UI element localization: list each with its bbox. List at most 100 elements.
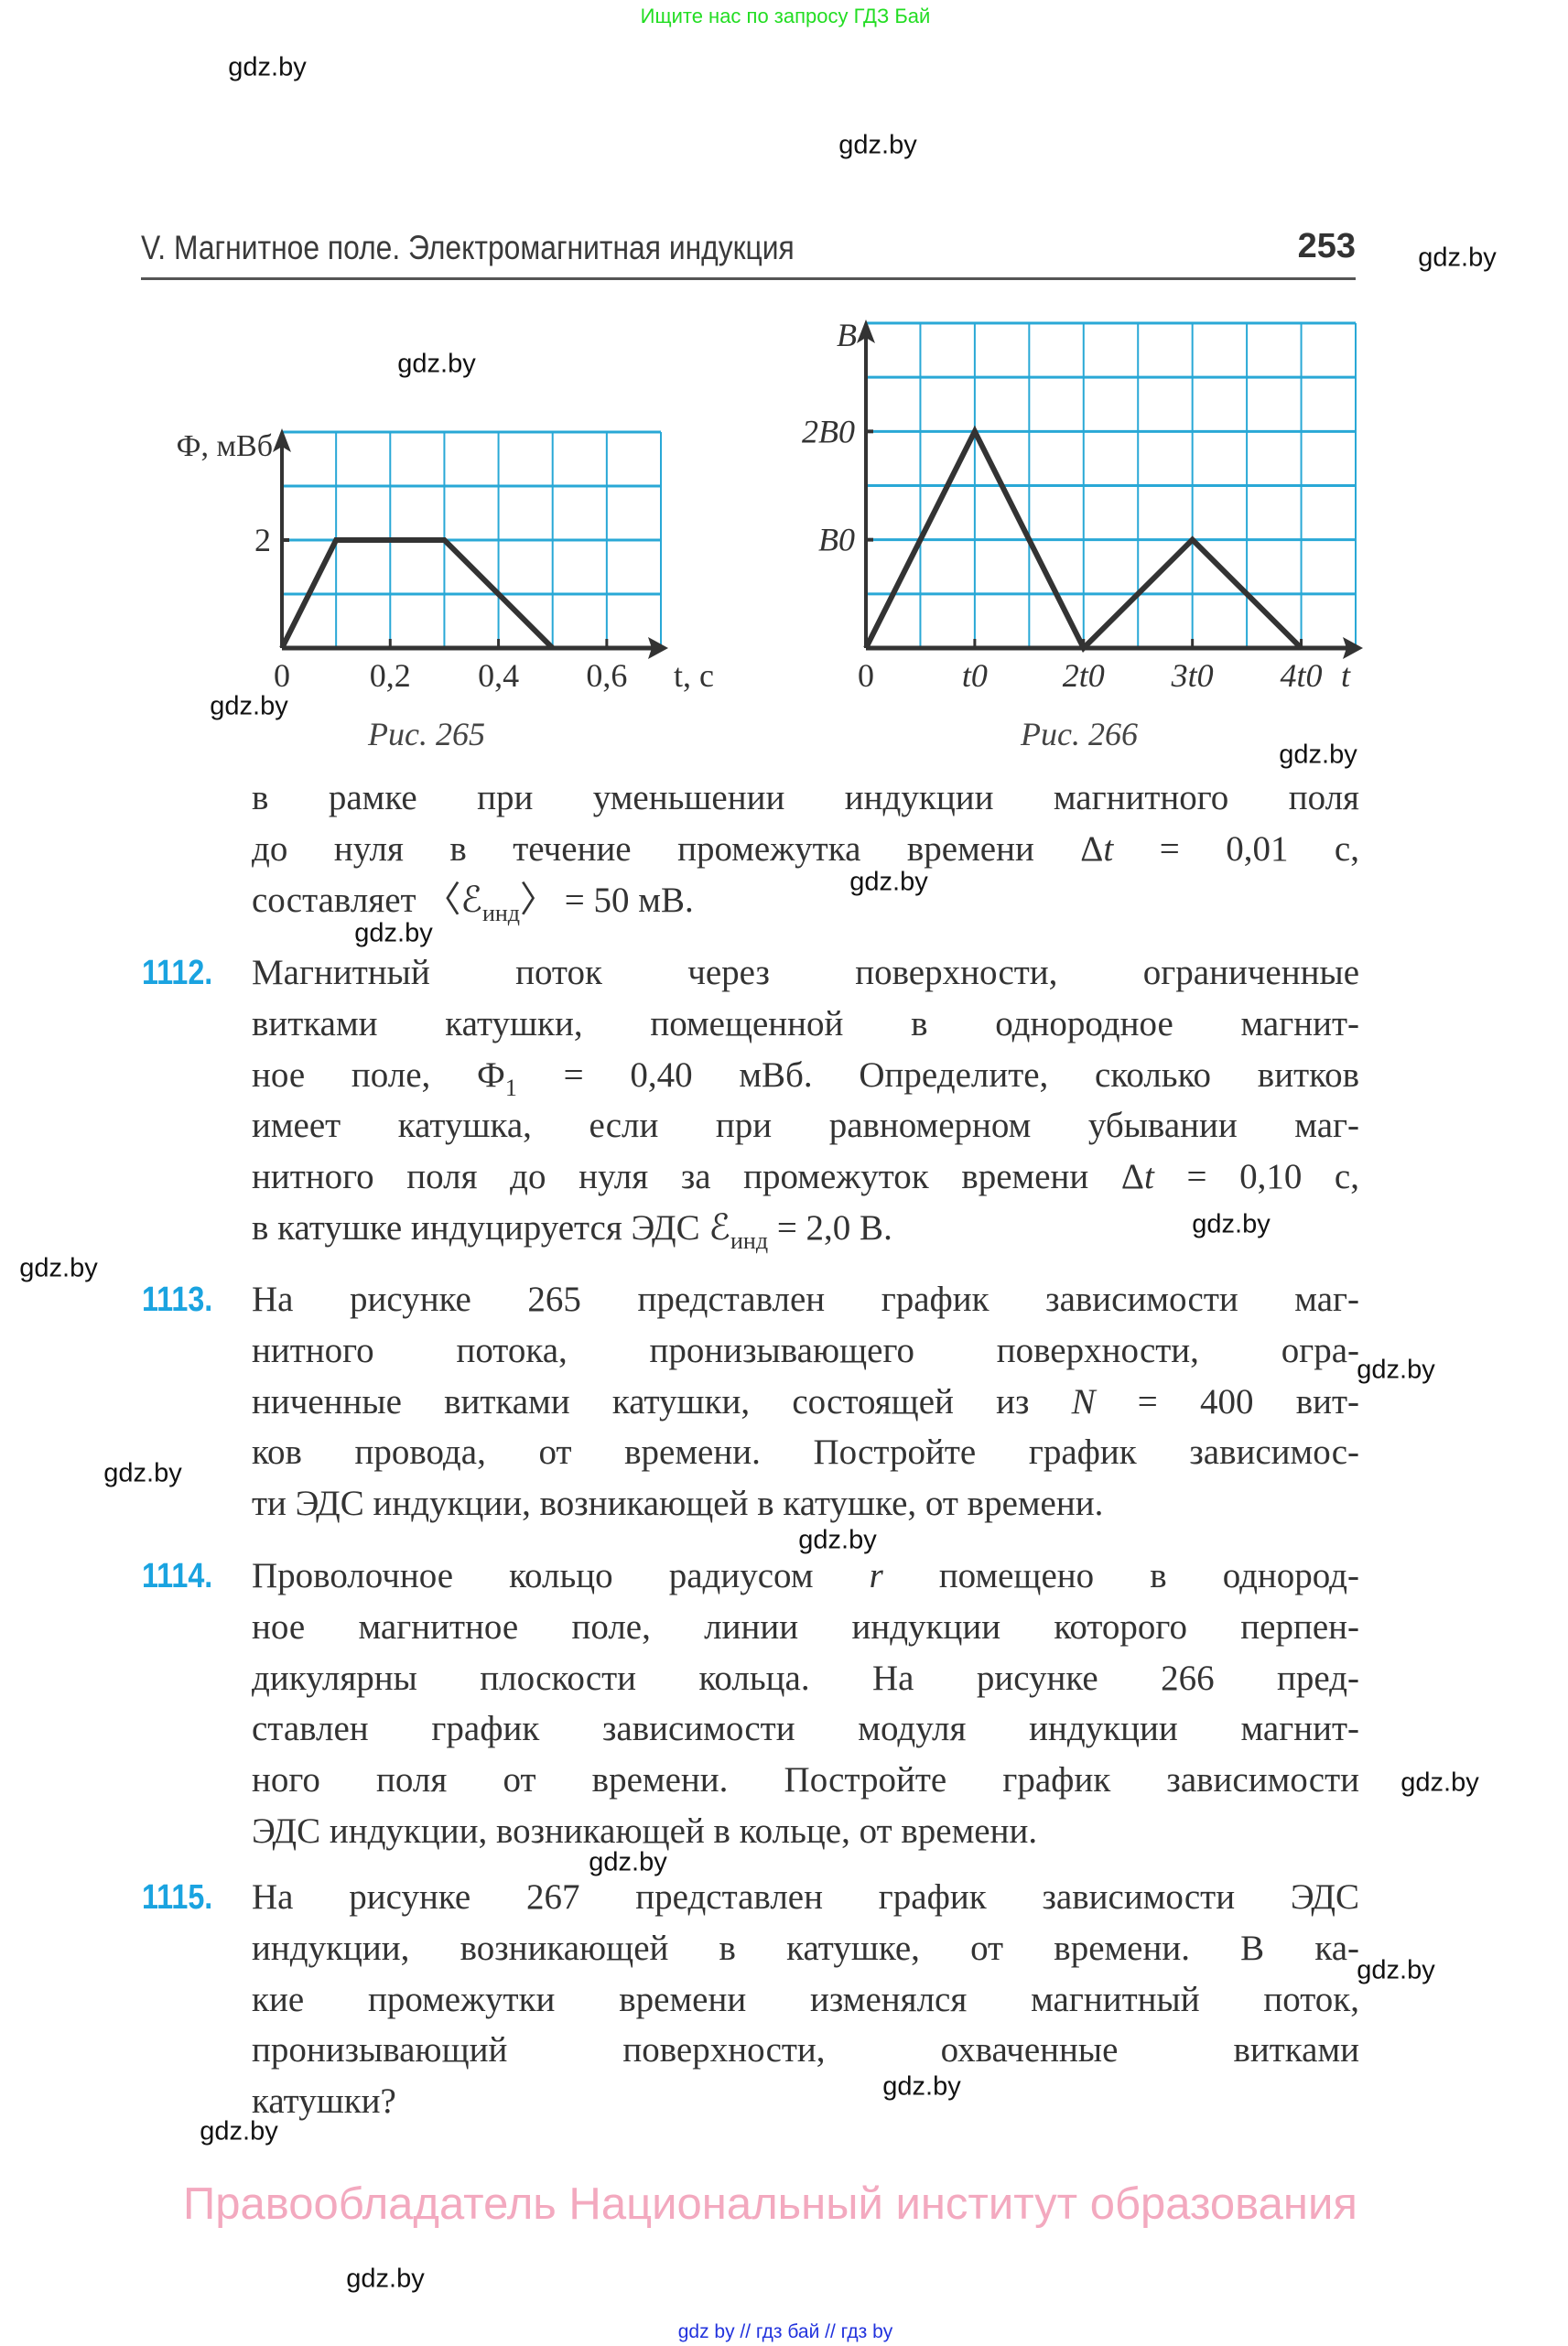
watermark: gdz.by xyxy=(1192,1209,1271,1239)
x-tick-label: 0 xyxy=(858,657,874,694)
text-line: в катушке индуцируется ЭДС ℰинд = 2,0 В. xyxy=(252,1203,1359,1254)
text-segment: N xyxy=(1071,1381,1096,1422)
subscript: инд xyxy=(730,1227,769,1254)
y-axis-label: Ф, мВб xyxy=(177,429,273,463)
y-tick-label: 2 xyxy=(254,522,271,558)
text-segment: пронизывающий поверхности, охваченные ви… xyxy=(252,2030,1359,2070)
watermark: gdz.by xyxy=(1279,740,1357,770)
text-segment: 〉 = 50 мВ. xyxy=(520,880,694,920)
figure-caption-265: Рис. 265 xyxy=(368,716,485,752)
text-line: ное магнитное поле, линии индукции котор… xyxy=(252,1602,1359,1653)
text-segment: ное поле, Ф xyxy=(252,1054,505,1095)
top-banner-link[interactable]: Ищите нас по запросу ГДЗ Бай xyxy=(640,5,931,27)
text-segment: Магнитный поток через поверхности, огран… xyxy=(252,953,1359,992)
text-segment: ного поля от времени. Постройте график з… xyxy=(252,1760,1359,1800)
data-line xyxy=(279,537,555,651)
text-line: индукции, возникающей в катушке, от врем… xyxy=(252,1923,1359,1974)
problem-number: 1113. xyxy=(142,1281,213,1319)
watermark: gdz.by xyxy=(354,918,433,948)
text-segment: = 400 вит- xyxy=(1095,1381,1360,1422)
text-segment: t xyxy=(1143,1157,1154,1197)
text-line: ное поле, Ф1 = 0,40 мВб. Определите, ско… xyxy=(252,1050,1359,1101)
footer-links[interactable]: gdz by // гдз бай // гдз by xyxy=(677,2321,893,2342)
watermark: gdz.by xyxy=(200,2116,278,2146)
watermark: gdz.by xyxy=(346,2264,425,2294)
text-segment: помещено в однород- xyxy=(882,1556,1359,1595)
text-line: ти ЭДС индукции, возникающей в катушке, … xyxy=(252,1478,1359,1530)
page-number: 253 xyxy=(1297,227,1356,265)
text-line: ЭДС индукции, возникающей в кольце, от в… xyxy=(252,1806,1359,1857)
figures-canvas: 0 0,2 0,4 0,6 2 t, с Ф, мВб 0 t0 2t0 3t0 4t0 B0 2B0 t B xyxy=(177,317,1363,694)
x-axis-label: t, с xyxy=(674,657,714,694)
x-tick-label: 0 xyxy=(274,657,290,694)
chapter-title: V. Магнитное поле. Электромагнитная инду… xyxy=(141,229,795,266)
text-segment: На рисунке 265 представлен график зависи… xyxy=(252,1280,1359,1319)
text-segment: ниченные витками катушки, состоящей из xyxy=(252,1381,1072,1422)
y-axis-arrow-icon xyxy=(273,428,291,452)
y-tick-label: 2B0 xyxy=(802,413,855,449)
text-segment: = 0,01 с, xyxy=(1113,828,1359,869)
text-segment: составляет 〈ℰ xyxy=(252,880,482,920)
figure-caption-266: Рис. 266 xyxy=(1021,716,1138,752)
watermark: gdz.by xyxy=(103,1458,182,1488)
text-line: Проволочное кольцо радиусом r помещено в… xyxy=(252,1551,1359,1602)
text-line: ставлен график зависимости модуля индукц… xyxy=(252,1703,1359,1755)
watermark: gdz.by xyxy=(1418,243,1497,273)
text-line: дикулярны плоскости кольца. На рисунке 2… xyxy=(252,1653,1359,1704)
text-line: На рисунке 267 представлен график зависи… xyxy=(252,1872,1359,1923)
x-tick-label: 0,2 xyxy=(370,657,411,694)
text-line: ниченные витками катушки, состоящей из N… xyxy=(252,1377,1359,1428)
problem-number: 1114. xyxy=(142,1557,213,1595)
text-line: кие промежутки времени изменялся магнитн… xyxy=(252,1974,1359,2026)
subscript: 1 xyxy=(504,1074,517,1101)
x-tick-label: 0,4 xyxy=(478,657,519,694)
text-segment: = 2,0 В. xyxy=(768,1208,892,1248)
x-tick-label: t0 xyxy=(962,657,988,694)
text-segment: имеет катушка, если при равномерном убыв… xyxy=(252,1106,1359,1146)
text-segment: Проволочное кольцо радиусом xyxy=(252,1556,870,1595)
text-segment: нитного потока, пронизывающего поверхнос… xyxy=(252,1330,1359,1370)
watermark: gdz.by xyxy=(1357,1955,1435,1985)
text-segment: На рисунке 267 представлен график зависи… xyxy=(252,1877,1359,1917)
text-segment: = 0,10 с, xyxy=(1153,1157,1359,1197)
y-tick-label: B0 xyxy=(818,522,855,558)
text-segment: нитного поля до нуля за промежуток време… xyxy=(252,1157,1144,1197)
watermark: gdz.by xyxy=(798,1525,877,1555)
text-segment: = 0,40 мВб. Определите, сколько витков xyxy=(516,1054,1359,1095)
watermark: gdz.by xyxy=(228,52,307,82)
watermark: gdz.by xyxy=(1400,1768,1479,1798)
subscript: инд xyxy=(481,899,521,926)
y-axis-arrow-icon xyxy=(857,319,875,343)
text-segment: ЭДС индукции, возникающей в кольце, от в… xyxy=(252,1811,1038,1851)
text-segment: ное магнитное поле, линии индукции котор… xyxy=(252,1606,1359,1647)
y-axis-label: B xyxy=(837,317,857,353)
text-line: ного поля от времени. Постройте график з… xyxy=(252,1755,1359,1806)
x-tick-label: 0,6 xyxy=(586,657,627,694)
text-line: составляет 〈ℰинд〉 = 50 мВ. xyxy=(252,875,1359,926)
x-tick-label: 3t0 xyxy=(1171,657,1214,694)
header-rule xyxy=(141,277,1356,280)
watermark: gdz.by xyxy=(19,1253,98,1283)
text-segment: t xyxy=(1103,828,1114,869)
text-line: Магнитный поток через поверхности, огран… xyxy=(252,947,1359,999)
text-line: имеет катушка, если при равномерном убыв… xyxy=(252,1100,1359,1151)
text-segment: r xyxy=(869,1556,883,1595)
text-segment: ков провода, от времени. Постройте графи… xyxy=(252,1432,1359,1473)
copyright-notice: Правообладатель Национальный институт об… xyxy=(183,2179,1357,2229)
text-line: катушки? xyxy=(252,2076,1359,2127)
x-tick-label: 2t0 xyxy=(1063,657,1105,694)
text-segment: ти ЭДС индукции, возникающей в катушке, … xyxy=(252,1484,1104,1524)
text-line: нитного поля до нуля за промежуток време… xyxy=(252,1151,1359,1203)
text-segment: ставлен график зависимости модуля индукц… xyxy=(252,1709,1359,1749)
text-line: в рамке при уменьшении индукции магнитно… xyxy=(252,773,1359,824)
text-line: витками катушки, помещенной в однородное… xyxy=(252,999,1359,1050)
text-line: до нуля в течение промежутка времени Δt … xyxy=(252,824,1359,875)
text-line: ков провода, от времени. Постройте графи… xyxy=(252,1427,1359,1478)
text-line: пронизывающий поверхности, охваченные ви… xyxy=(252,2025,1359,2076)
watermark: gdz.by xyxy=(210,691,288,721)
x-axis-arrow-icon xyxy=(648,637,668,659)
watermark: gdz.by xyxy=(838,130,917,160)
x-axis-label: t xyxy=(1341,657,1351,694)
watermark: gdz.by xyxy=(849,867,928,897)
watermark: gdz.by xyxy=(1357,1355,1435,1385)
